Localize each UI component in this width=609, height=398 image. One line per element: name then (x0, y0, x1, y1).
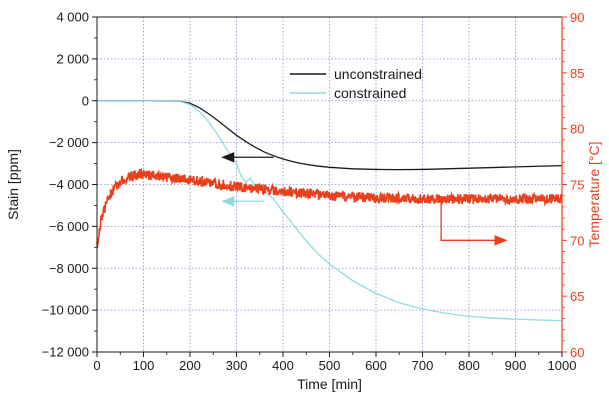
annotation-arrow (440, 199, 508, 246)
y-left-tick-label: 4 000 (56, 10, 89, 25)
x-tick-label: 600 (365, 358, 387, 373)
annotations (221, 152, 508, 246)
legend-label: unconstrained (334, 66, 422, 82)
x-tick-label: 800 (458, 358, 480, 373)
series-line-constrained (97, 100, 563, 322)
y-right-tick-label: 80 (570, 122, 584, 137)
x-tick-label: 300 (226, 358, 248, 373)
y-axis-right-title: Temperature [°C] (586, 142, 602, 248)
x-tick-label: 700 (412, 358, 434, 373)
y-left-tick-label: −12 000 (42, 345, 89, 360)
legend: unconstrained constrained (290, 66, 422, 101)
y-left-tick-label: 0 (82, 93, 89, 108)
y-right-tick-label: 65 (570, 289, 584, 304)
series-group (96, 100, 563, 322)
y-right-tick-label: 90 (570, 10, 584, 25)
grid (97, 17, 562, 352)
y-left-tick-label: −6 000 (49, 219, 89, 234)
y-axis-left-title: Stain [ppm] (5, 149, 21, 220)
series-line-temperature (96, 167, 563, 248)
y-right-tick-label: 70 (570, 233, 584, 248)
x-tick-label: 900 (505, 358, 527, 373)
y-left-tick-label: −8 000 (49, 261, 89, 276)
x-tick-label: 200 (179, 358, 201, 373)
y-left-tick-label: 2 000 (56, 51, 89, 66)
y-left-tick-label: −4 000 (49, 177, 89, 192)
x-tick-label: 1000 (548, 358, 577, 373)
x-tick-label: 400 (272, 358, 294, 373)
y-left-tick-label: −2 000 (49, 135, 89, 150)
x-tick-label: 0 (93, 358, 100, 373)
y-right-tick-label: 75 (570, 178, 584, 193)
x-tick-label: 500 (319, 358, 341, 373)
series-line-unconstrained (97, 100, 563, 171)
y-right-tick-label: 60 (570, 345, 584, 360)
y-left-tick-label: −10 000 (42, 303, 89, 318)
x-axis-title: Time [min] (297, 376, 362, 392)
y-right-tick-label: 85 (570, 66, 584, 81)
legend-label: constrained (334, 85, 406, 101)
x-tick-label: 100 (133, 358, 155, 373)
